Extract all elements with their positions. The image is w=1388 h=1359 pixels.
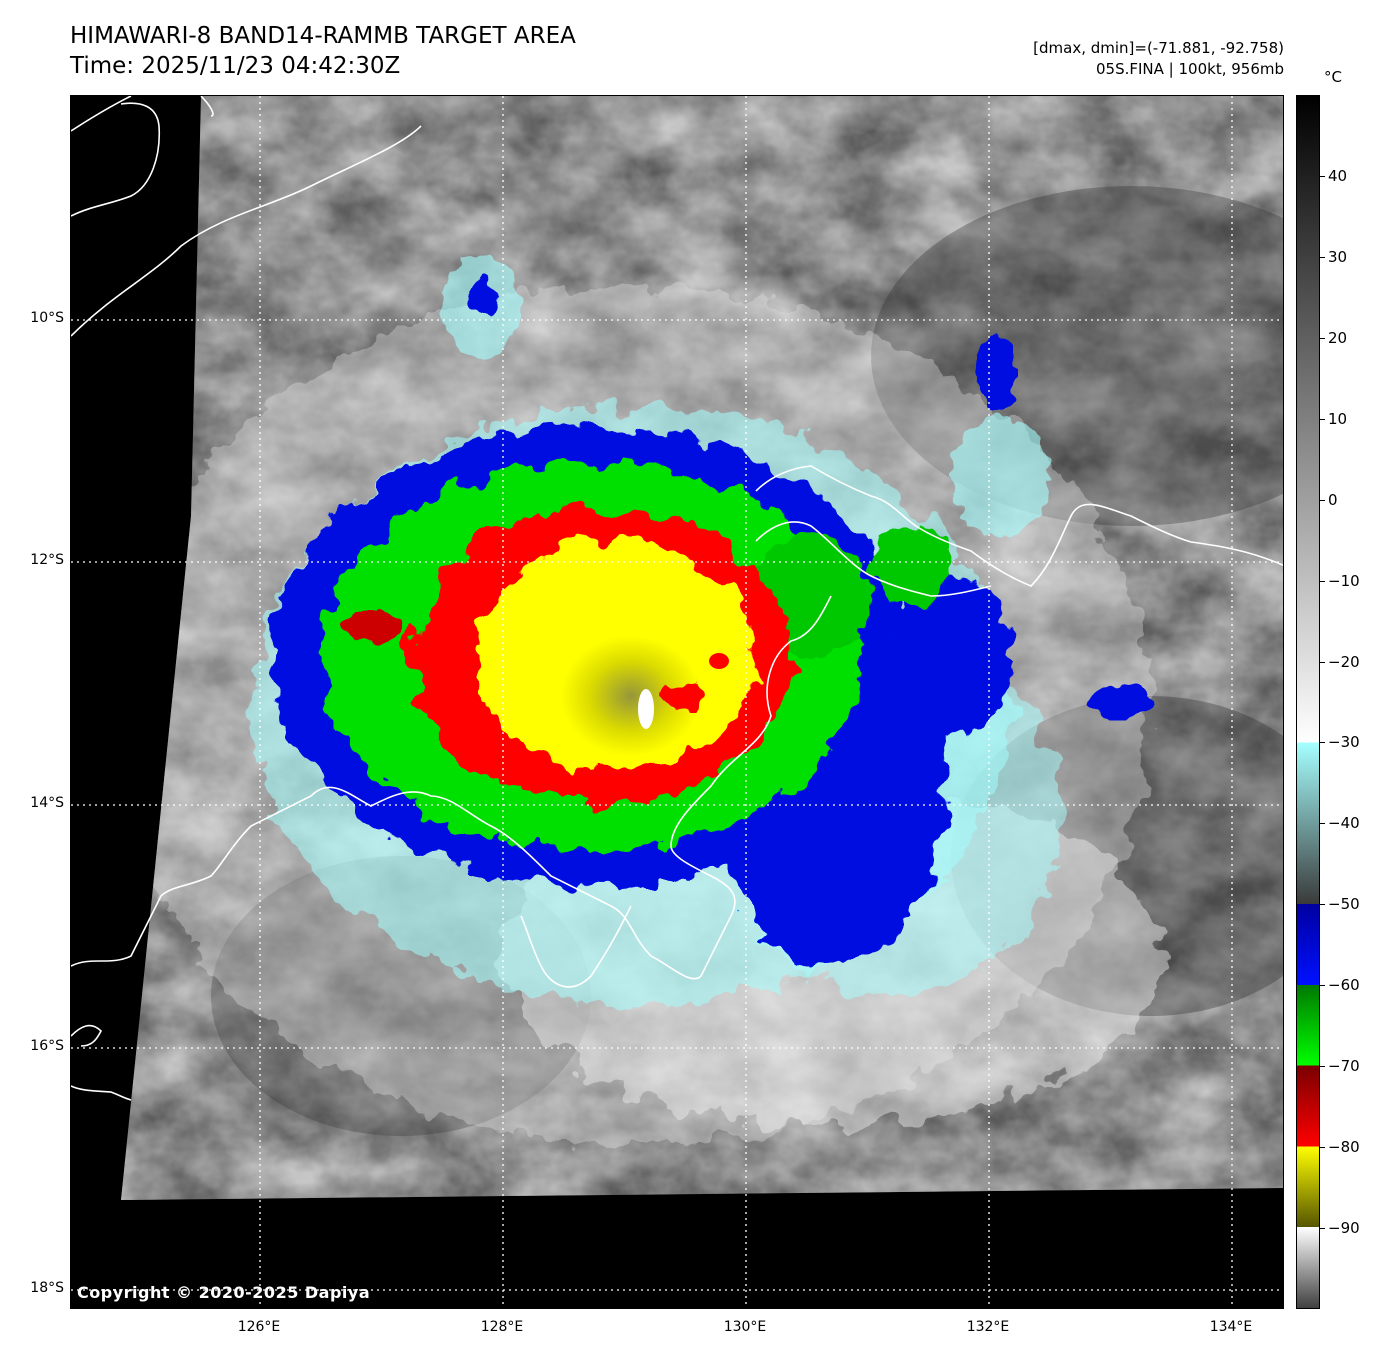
colorbar-tick-label: −10 [1328, 571, 1360, 590]
colorbar-tick [1320, 661, 1325, 663]
colorbar-tick-label: −80 [1328, 1138, 1360, 1157]
colorbar-tick-label: −50 [1328, 895, 1360, 914]
colorbar-tick [1320, 1066, 1325, 1068]
satellite-imagery [71, 96, 1283, 1308]
colorbar [1296, 95, 1320, 1309]
colorbar-tick [1320, 337, 1325, 339]
colorbar-tick [1320, 256, 1325, 258]
colorbar-tick [1320, 742, 1325, 744]
lon-label-132e: 132°E [966, 1319, 1010, 1335]
lon-label-126e: 126°E [237, 1319, 281, 1335]
lat-label-12s: 12°S [30, 552, 64, 568]
colorbar-tick-label: −40 [1328, 814, 1360, 833]
colorbar-tick-label: −30 [1328, 733, 1360, 752]
colorbar-tick [1320, 580, 1325, 582]
colorbar-tick [1320, 904, 1325, 906]
storm-info: 05S.FINA | 100kt, 956mb [1096, 60, 1284, 78]
colorbar-tick-label: −70 [1328, 1057, 1360, 1076]
satellite-map: Copyright © 2020-2025 Dapiya [70, 95, 1284, 1309]
coastlines [71, 96, 1283, 1101]
copyright-notice: Copyright © 2020-2025 Dapiya [77, 1283, 371, 1302]
lon-label-130e: 130°E [723, 1319, 767, 1335]
colorbar-tick [1320, 1228, 1325, 1230]
colorbar-tick-label: 40 [1328, 166, 1348, 185]
lat-label-16s: 16°S [30, 1038, 64, 1054]
colorbar-tick [1320, 823, 1325, 825]
colorbar-tick [1320, 985, 1325, 987]
storm-eye [638, 689, 654, 729]
satellite-swath [121, 96, 1283, 1200]
colorbar-tick-label: 20 [1328, 328, 1348, 347]
graticule [71, 96, 1283, 1308]
lon-label-128e: 128°E [480, 1319, 524, 1335]
chart-title: HIMAWARI-8 BAND14-RAMMB TARGET AREA [70, 23, 576, 49]
colorbar-tick-label: 0 [1328, 490, 1338, 509]
lon-label-134e: 134°E [1209, 1319, 1253, 1335]
colorbar-tick [1320, 499, 1325, 501]
lat-label-18s: 18°S [30, 1280, 64, 1296]
colorbar-tick [1320, 418, 1325, 420]
chart-time: Time: 2025/11/23 04:42:30Z [70, 53, 401, 79]
colorbar-tick [1320, 1147, 1325, 1149]
colorbar-unit: °C [1324, 68, 1342, 86]
colorbar-tick-label: 30 [1328, 247, 1348, 266]
lat-label-10s: 10°S [30, 310, 64, 326]
colorbar-tick-label: −90 [1328, 1219, 1360, 1238]
dmax-dmin-readout: [dmax, dmin]=(-71.881, -92.758) [1033, 39, 1284, 57]
colorbar-tick-label: −20 [1328, 652, 1360, 671]
colorbar-tick-label: −60 [1328, 976, 1360, 995]
colorbar-tick [1320, 175, 1325, 177]
lat-label-14s: 14°S [30, 795, 64, 811]
colorbar-tick-label: 10 [1328, 409, 1348, 428]
